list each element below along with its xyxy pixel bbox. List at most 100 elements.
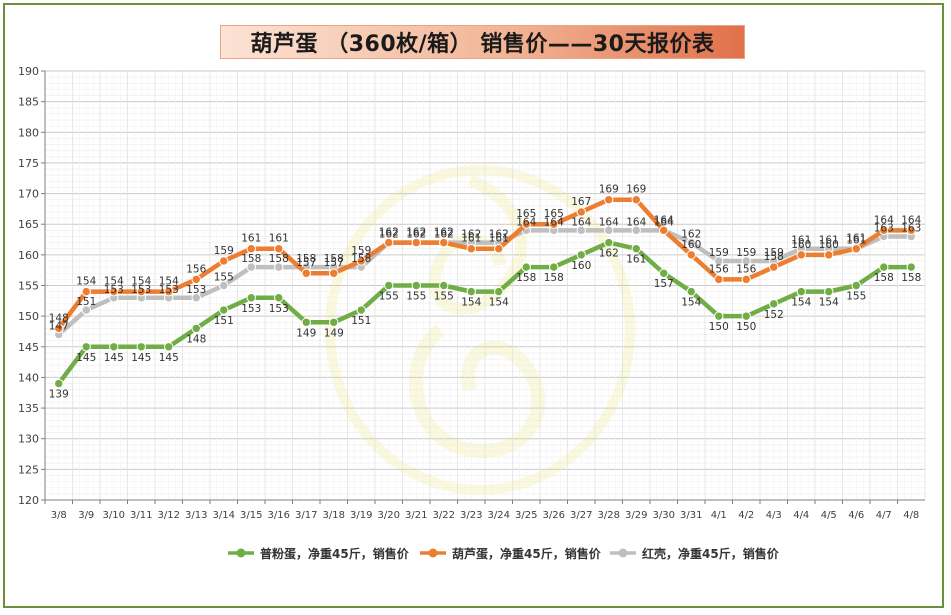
data-label: 159 bbox=[764, 247, 784, 259]
data-point bbox=[219, 280, 229, 291]
data-point bbox=[659, 225, 669, 236]
data-label: 164 bbox=[544, 216, 564, 228]
data-label: 162 bbox=[489, 229, 509, 241]
x-tick-label: 4/6 bbox=[848, 510, 864, 521]
data-label: 162 bbox=[406, 227, 426, 239]
data-point bbox=[796, 250, 806, 260]
data-point bbox=[576, 225, 586, 236]
data-label: 161 bbox=[461, 233, 481, 245]
data-point bbox=[521, 262, 531, 272]
data-label: 161 bbox=[489, 233, 509, 245]
data-label: 151 bbox=[76, 296, 96, 308]
data-label: 162 bbox=[379, 227, 399, 239]
data-point bbox=[164, 342, 174, 352]
data-label: 157 bbox=[654, 278, 674, 290]
y-tick-label: 145 bbox=[18, 341, 39, 354]
data-label: 158 bbox=[324, 253, 344, 265]
y-tick-label: 140 bbox=[18, 371, 39, 384]
data-label: 162 bbox=[681, 229, 701, 241]
data-label: 167 bbox=[571, 196, 591, 208]
data-label: 159 bbox=[214, 245, 234, 257]
x-tick-label: 3/17 bbox=[295, 510, 317, 521]
x-tick-label: 3/23 bbox=[460, 510, 482, 521]
data-label: 157 bbox=[296, 257, 316, 269]
data-point bbox=[604, 237, 614, 248]
x-tick-label: 3/20 bbox=[378, 510, 400, 521]
data-point bbox=[329, 268, 339, 278]
data-label: 159 bbox=[709, 247, 729, 259]
y-tick-label: 155 bbox=[18, 280, 39, 293]
x-tick-label: 3/31 bbox=[680, 510, 702, 521]
data-point bbox=[466, 286, 476, 297]
data-label: 158 bbox=[296, 253, 316, 265]
data-point bbox=[356, 305, 366, 315]
series-group bbox=[54, 195, 916, 389]
data-label: 164 bbox=[874, 214, 894, 226]
data-point bbox=[191, 293, 201, 303]
data-label: 164 bbox=[599, 216, 619, 228]
data-point bbox=[81, 342, 91, 352]
data-label: 165 bbox=[516, 208, 536, 220]
data-label: 148 bbox=[49, 312, 69, 324]
data-label: 145 bbox=[76, 352, 96, 364]
data-point bbox=[274, 244, 284, 254]
data-label: 160 bbox=[681, 239, 701, 251]
data-label: 147 bbox=[49, 321, 69, 333]
chart-title: 葫芦蛋 （360枚/箱） 销售价——30天报价表 bbox=[250, 32, 715, 57]
data-label: 160 bbox=[819, 239, 839, 251]
data-label: 158 bbox=[269, 253, 289, 265]
x-tick-label: 3/10 bbox=[103, 510, 125, 521]
data-point bbox=[576, 207, 586, 217]
x-tick-label: 4/7 bbox=[876, 510, 892, 521]
data-point bbox=[274, 293, 284, 303]
data-label: 151 bbox=[214, 315, 234, 327]
data-label: 162 bbox=[379, 229, 399, 241]
x-tick-label: 3/11 bbox=[130, 510, 152, 521]
data-point bbox=[384, 280, 394, 291]
data-point bbox=[796, 286, 806, 297]
data-label: 169 bbox=[626, 184, 646, 196]
data-label: 162 bbox=[406, 229, 426, 241]
data-point bbox=[439, 237, 449, 248]
data-point bbox=[824, 250, 834, 260]
x-tick-label: 4/3 bbox=[766, 510, 782, 521]
data-point bbox=[301, 268, 311, 278]
data-label: 162 bbox=[461, 229, 481, 241]
y-tick-label: 120 bbox=[18, 494, 39, 507]
data-point bbox=[164, 286, 174, 297]
data-point bbox=[549, 262, 559, 272]
data-label: 164 bbox=[654, 216, 674, 228]
data-label: 159 bbox=[351, 245, 371, 257]
data-point bbox=[439, 280, 449, 291]
y-tick-label: 125 bbox=[18, 463, 39, 476]
data-label: 154 bbox=[131, 276, 151, 288]
data-point bbox=[494, 244, 504, 254]
data-point bbox=[851, 244, 861, 254]
data-point bbox=[769, 262, 779, 272]
data-point bbox=[466, 244, 476, 254]
x-tick-label: 4/8 bbox=[903, 510, 919, 521]
data-point bbox=[879, 262, 889, 272]
data-point bbox=[109, 342, 119, 352]
x-tick-label: 3/9 bbox=[78, 510, 94, 521]
data-point bbox=[301, 317, 311, 327]
data-label: 161 bbox=[819, 235, 839, 247]
x-tick-label: 3/27 bbox=[570, 510, 592, 521]
data-point bbox=[631, 195, 641, 205]
data-point bbox=[879, 225, 889, 236]
data-label: 154 bbox=[159, 276, 179, 288]
data-point bbox=[631, 225, 641, 236]
data-label: 159 bbox=[736, 247, 756, 259]
data-label: 158 bbox=[764, 251, 784, 263]
legend-swatch-marker bbox=[428, 548, 438, 558]
x-tick-label: 3/26 bbox=[543, 510, 565, 521]
data-label: 161 bbox=[791, 235, 811, 247]
x-tick-label: 3/24 bbox=[488, 510, 510, 521]
data-label: 152 bbox=[764, 309, 784, 321]
data-point bbox=[411, 237, 421, 248]
x-tick-label: 4/1 bbox=[711, 510, 727, 521]
x-tick-label: 3/21 bbox=[405, 510, 427, 521]
chart-title-bar: 葫芦蛋 （360枚/箱） 销售价——30天报价表 bbox=[220, 25, 745, 59]
